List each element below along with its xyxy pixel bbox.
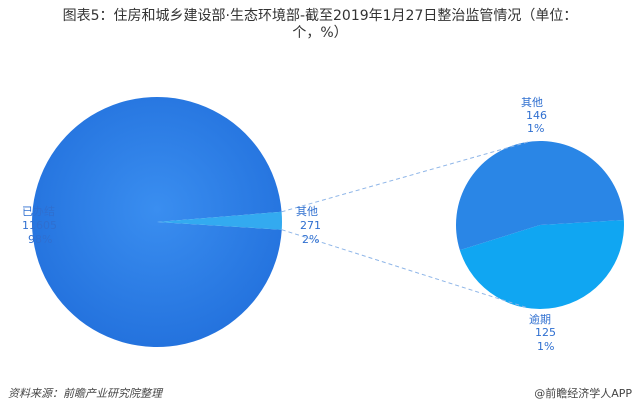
label-sec-other-value: 146 bbox=[526, 109, 547, 122]
connector-top bbox=[281, 141, 529, 213]
label-sec-overdue-name: 逾期 bbox=[529, 312, 551, 326]
label-main-done-percent: 98% bbox=[28, 233, 52, 246]
source-note: 资料来源：前瞻产业研究院整理 bbox=[8, 387, 162, 400]
pie-slice-done bbox=[31, 97, 282, 348]
label-main-other-percent: 2% bbox=[302, 233, 319, 246]
connector-bottom bbox=[281, 229, 529, 309]
label-sec-other-name: 其他 bbox=[521, 96, 543, 109]
label-main-other-name: 其他 bbox=[296, 205, 318, 218]
label-sec-overdue-value: 125 bbox=[535, 326, 556, 339]
title-line-2: 个，%） bbox=[292, 25, 348, 41]
sec-slice-other bbox=[456, 140, 624, 251]
label-main-done-value: 11605 bbox=[22, 219, 57, 232]
label-main-other-value: 271 bbox=[300, 219, 321, 232]
brand-watermark: @前瞻经济学人APP bbox=[534, 387, 632, 400]
label-sec-overdue-percent: 1% bbox=[537, 340, 554, 353]
label-sec-other-percent: 1% bbox=[527, 122, 544, 135]
chart-title: 图表5：住房和城乡建设部·生态环境部-截至2019年1月27日整治监管情况（单位… bbox=[20, 8, 620, 42]
label-main-done-name: 已办结 bbox=[22, 205, 55, 218]
sec-slice-overdue bbox=[459, 219, 624, 309]
title-line-1: 图表5：住房和城乡建设部·生态环境部-截至2019年1月27日整治监管情况（单位… bbox=[62, 8, 578, 24]
pie-slice-other bbox=[157, 211, 282, 230]
